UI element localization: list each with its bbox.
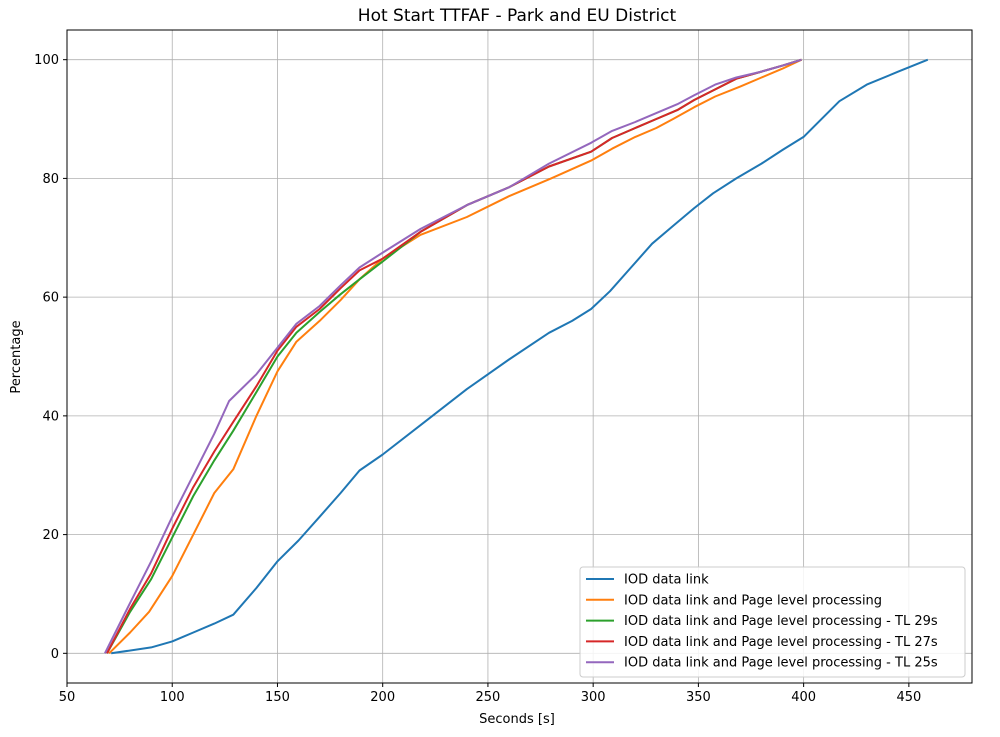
y-tick-label: 0 [51,647,59,662]
x-tick-label: 350 [686,690,711,705]
series-line-5 [104,58,802,654]
plot-frame [66,29,973,684]
legend-entry: IOD data link and Page level processing … [624,656,938,671]
y-tick-label: 100 [34,53,59,68]
legend-entry: IOD data link [624,573,709,588]
y-tick-label: 20 [42,528,59,543]
x-axis-label: Seconds [s] [479,712,555,727]
series-line-4 [106,58,802,654]
x-tick-label: 450 [896,690,921,705]
ticks: 50 100 150 200 250 300 350 400 450 0 20 40 60 80 100 [34,53,921,705]
series-line-3 [106,58,802,654]
y-tick-label: 60 [42,291,59,306]
x-tick-label: 250 [476,690,501,705]
legend: IOD data link IOD data link and Page leve… [579,566,966,678]
series-line-1 [111,58,929,655]
x-tick-label: 100 [160,690,185,705]
y-tick-label: 80 [42,172,59,187]
x-tick-label: 50 [59,690,76,705]
legend-entry: IOD data link and Page level processing [624,593,882,608]
x-tick-label: 400 [791,690,816,705]
series-lines [104,58,929,655]
chart-title: Hot Start TTFAF - Park and EU District [358,6,677,26]
x-tick-label: 150 [265,690,290,705]
legend-entry: IOD data link and Page level processing … [624,614,938,629]
x-tick-label: 200 [370,690,395,705]
y-tick-label: 40 [42,409,59,424]
series-line-2 [108,58,802,655]
legend-box [579,566,966,678]
legend-entry: IOD data link and Page level processing … [624,635,938,650]
y-axis-label: Percentage [9,320,24,393]
grid [66,30,972,683]
x-tick-label: 300 [581,690,606,705]
